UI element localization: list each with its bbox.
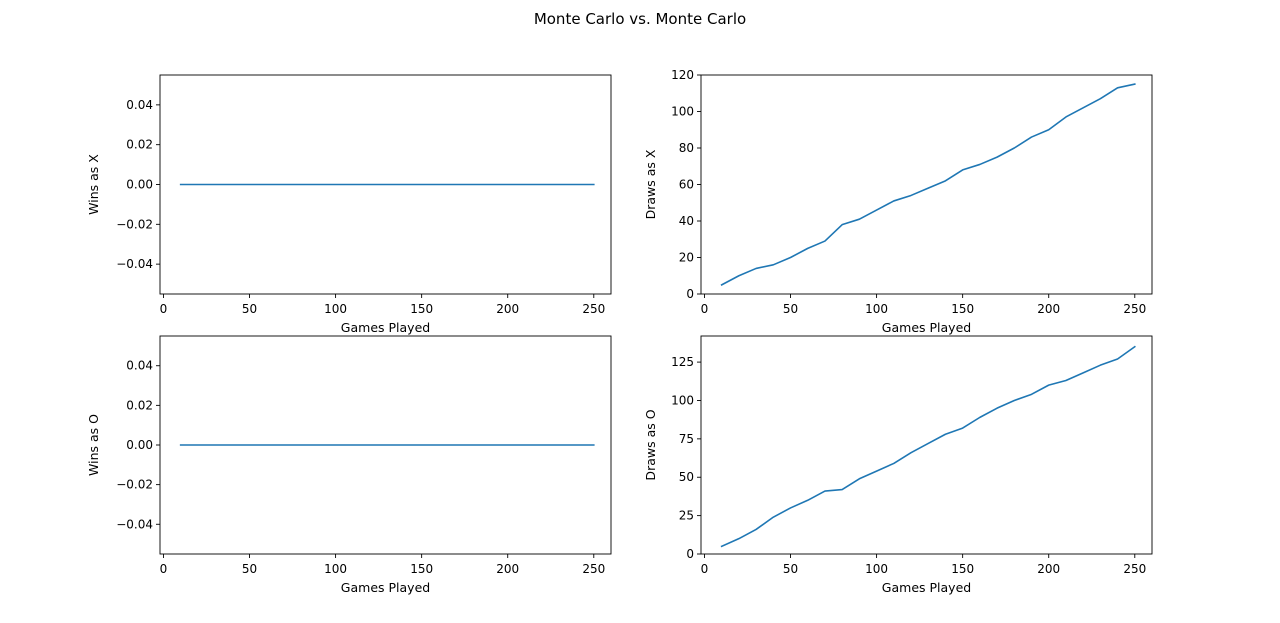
x-tick-label: 200 [496,562,519,576]
x-tick-label: 50 [242,302,257,316]
y-tick-label: 0.02 [126,138,153,152]
y-axis-label: Wins as O [86,414,101,476]
y-axis-label: Wins as X [86,154,101,215]
x-tick-label: 100 [324,302,347,316]
x-tick-label: 200 [1037,302,1060,316]
y-tick-label: 80 [679,141,694,155]
axes-frame [700,335,1153,555]
x-axis-label: Games Played [341,320,430,335]
y-tick-label: 0.02 [126,398,153,412]
subplot-3: 0 50 100 150 200 250 −0.04 −0.02 0.00 0.02 0.04 Gam… [86,335,612,595]
subplots: 0 50 100 150 200 250−0.04−0.020.000.020.04Gam… [86,68,1153,595]
y-tick-label: 0 [686,287,694,301]
y-tick-label: 50 [679,470,694,484]
x-tick-label: 0 [701,302,709,316]
y-tick-label: 75 [679,432,694,446]
x-tick-label: 150 [410,562,433,576]
y-tick-label: 100 [671,393,694,407]
x-tick-label: 250 [582,562,605,576]
y-tick-label: 100 [671,105,694,119]
y-tick-label: 20 [679,251,694,265]
y-axis-label: Draws as O [643,409,658,480]
y-axis-label: Draws as X [643,149,658,219]
x-tick-label: 0 [160,302,168,316]
x-tick-label: 100 [324,562,347,576]
y-tick-label: 0.04 [126,98,153,112]
x-tick-label: 50 [783,562,798,576]
x-tick-label: 150 [410,302,433,316]
figure-title: Monte Carlo vs. Monte Carlo [534,10,746,28]
y-tick-label: 25 [679,509,694,523]
x-tick-label: 200 [496,302,519,316]
x-tick-label: 100 [865,302,888,316]
y-tick-label: 0.00 [126,438,153,452]
x-tick-label: 250 [582,302,605,316]
x-tick-label: 50 [242,562,257,576]
y-tick-label: 0.04 [126,359,153,373]
y-tick-label: −0.04 [116,257,153,271]
x-tick-label: 50 [783,302,798,316]
x-tick-label: 150 [951,562,974,576]
x-tick-label: 0 [701,562,709,576]
y-tick-label: 0.00 [126,178,153,192]
y-tick-label: −0.04 [116,517,153,531]
series-line [720,83,1136,286]
x-axis-label: Games Played [882,580,971,595]
x-tick-label: 100 [865,562,888,576]
subplot-2: 0 50 100 150 200 250 0 20 40 60 80 100 120 Games Play… [643,68,1153,335]
x-tick-label: 150 [951,302,974,316]
x-axis-label: Games Played [341,580,430,595]
x-axis-label: Games Played [882,320,971,335]
y-tick-label: −0.02 [116,478,153,492]
x-tick-label: 250 [1123,302,1146,316]
x-tick-label: 200 [1037,562,1060,576]
y-tick-label: 120 [671,68,694,82]
y-tick-label: 125 [671,355,694,369]
subplot-1: 0 50 100 150 200 250 −0.04 −0.02 0.00 0.02 0.04 Gam… [86,74,612,335]
series-line [720,345,1136,548]
y-tick-label: 60 [679,178,694,192]
x-tick-label: 0 [160,562,168,576]
y-tick-label: −0.02 [116,217,153,231]
y-tick-label: 40 [679,214,694,228]
y-tick-label: 0 [686,547,694,561]
subplot-4: 0 50 100 150 200 250 0 25 50 75 100 125 Games Played… [643,335,1153,595]
x-tick-label: 250 [1123,562,1146,576]
